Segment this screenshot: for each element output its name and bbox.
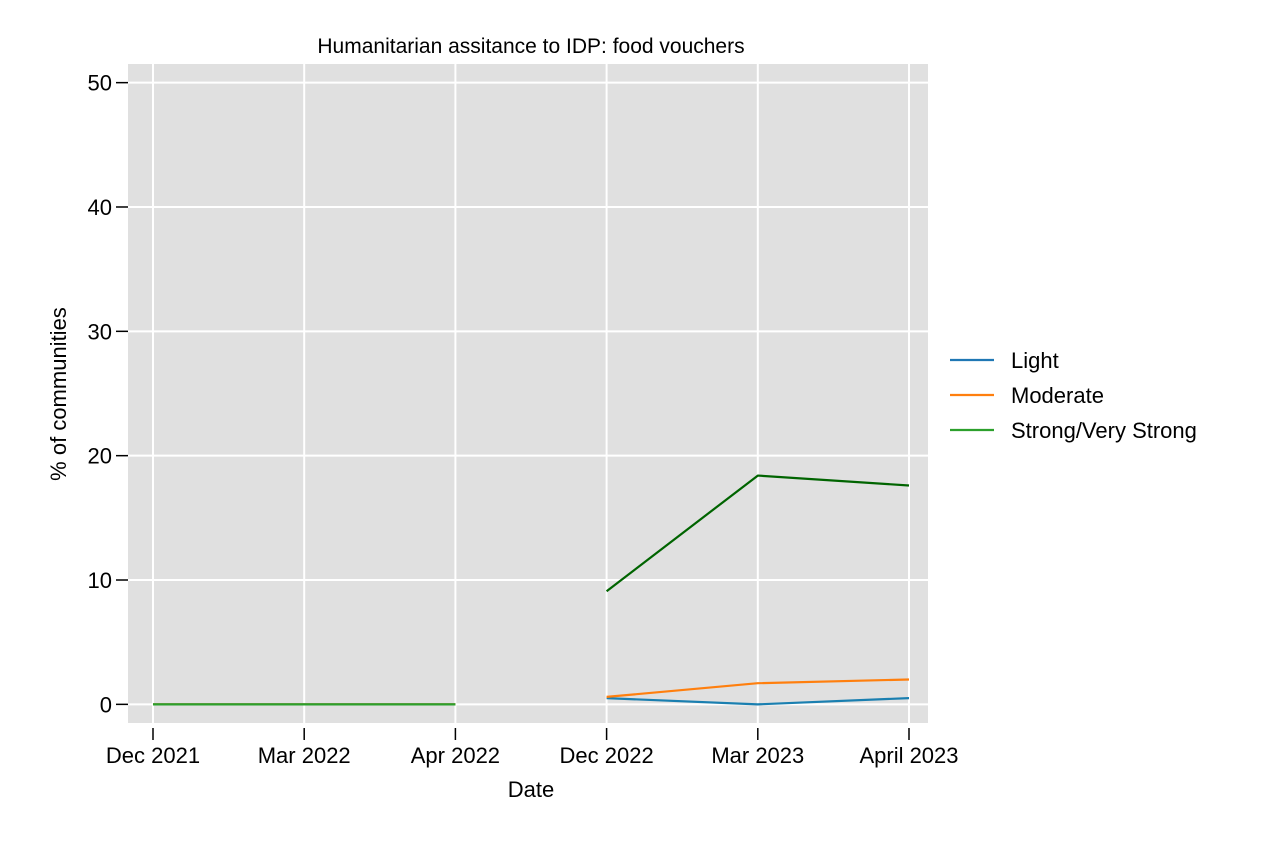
x-tick-label: Mar 2023 (711, 743, 804, 768)
x-tick-label: April 2023 (859, 743, 958, 768)
x-tick-label: Dec 2022 (560, 743, 654, 768)
x-axis-label: Date (508, 777, 554, 802)
axes: 0 10 20 30 40 50 Dec 2021 Mar 2022 Apr 2022 Dec 2… (88, 71, 959, 768)
series-line-strong-very-strong-5 (605, 474, 910, 593)
plot-background (128, 64, 928, 723)
grid (128, 64, 928, 723)
y-tick-label: 40 (88, 195, 112, 220)
legend-label-strong-very-strong: Strong/Very Strong (1011, 418, 1197, 443)
y-tick-label: 50 (88, 71, 112, 96)
series-line-light-3 (606, 697, 910, 706)
series-lines (153, 474, 910, 706)
chart-title: Humanitarian assitance to IDP: food vouc… (317, 35, 744, 58)
series-line-moderate-4 (606, 678, 910, 698)
y-tick-label: 10 (88, 568, 112, 593)
legend: Light Moderate Strong/Very Strong (950, 348, 1197, 443)
legend-label-moderate: Moderate (1011, 383, 1104, 408)
x-tick-label: Dec 2021 (106, 743, 200, 768)
y-tick-label: 0 (100, 692, 112, 717)
y-tick-label: 30 (88, 319, 112, 344)
x-tick-label: Mar 2022 (258, 743, 351, 768)
x-tick-label: Apr 2022 (411, 743, 500, 768)
y-tick-label: 20 (88, 444, 112, 469)
y-axis-label: % of communities (46, 307, 71, 481)
legend-label-light: Light (1011, 348, 1059, 373)
